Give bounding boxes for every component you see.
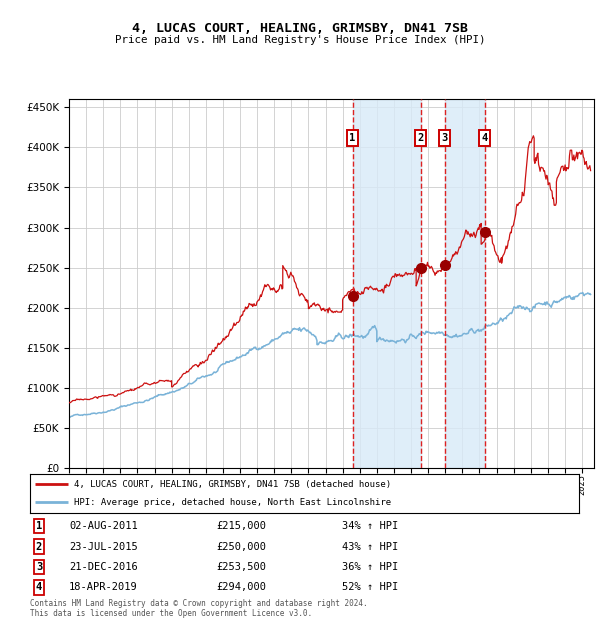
Text: 3: 3 bbox=[36, 562, 42, 572]
Text: £294,000: £294,000 bbox=[216, 582, 266, 593]
Bar bbox=[445, 99, 485, 468]
Text: 02-AUG-2011: 02-AUG-2011 bbox=[69, 521, 138, 531]
Text: 36% ↑ HPI: 36% ↑ HPI bbox=[342, 562, 398, 572]
Bar bbox=[353, 99, 421, 468]
Text: 21-DEC-2016: 21-DEC-2016 bbox=[69, 562, 138, 572]
Text: 4, LUCAS COURT, HEALING, GRIMSBY, DN41 7SB: 4, LUCAS COURT, HEALING, GRIMSBY, DN41 7… bbox=[132, 22, 468, 35]
Text: 3: 3 bbox=[442, 133, 448, 143]
Text: 34% ↑ HPI: 34% ↑ HPI bbox=[342, 521, 398, 531]
Text: £253,500: £253,500 bbox=[216, 562, 266, 572]
Text: 43% ↑ HPI: 43% ↑ HPI bbox=[342, 541, 398, 552]
Text: 4, LUCAS COURT, HEALING, GRIMSBY, DN41 7SB (detached house): 4, LUCAS COURT, HEALING, GRIMSBY, DN41 7… bbox=[74, 480, 391, 489]
Text: 52% ↑ HPI: 52% ↑ HPI bbox=[342, 582, 398, 593]
Text: 1: 1 bbox=[36, 521, 42, 531]
Text: £250,000: £250,000 bbox=[216, 541, 266, 552]
Text: 4: 4 bbox=[36, 582, 42, 593]
Text: Price paid vs. HM Land Registry's House Price Index (HPI): Price paid vs. HM Land Registry's House … bbox=[115, 35, 485, 45]
Text: 23-JUL-2015: 23-JUL-2015 bbox=[69, 541, 138, 552]
Text: 2: 2 bbox=[36, 541, 42, 552]
Text: 4: 4 bbox=[481, 133, 488, 143]
Text: 2: 2 bbox=[418, 133, 424, 143]
Text: HPI: Average price, detached house, North East Lincolnshire: HPI: Average price, detached house, Nort… bbox=[74, 498, 391, 507]
Text: Contains HM Land Registry data © Crown copyright and database right 2024.
This d: Contains HM Land Registry data © Crown c… bbox=[30, 599, 368, 618]
Text: £215,000: £215,000 bbox=[216, 521, 266, 531]
Text: 18-APR-2019: 18-APR-2019 bbox=[69, 582, 138, 593]
Text: 1: 1 bbox=[349, 133, 356, 143]
